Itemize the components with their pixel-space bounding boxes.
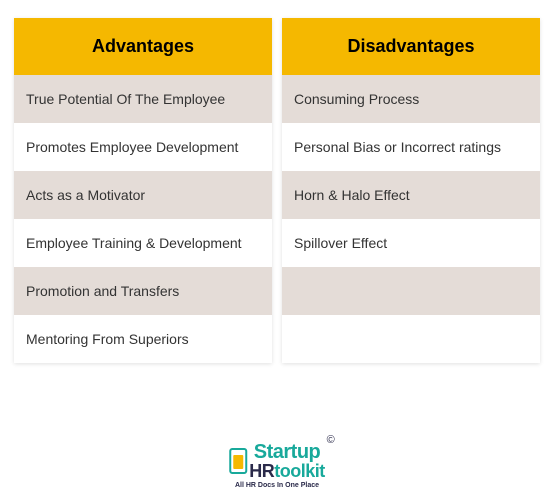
disadvantages-column: Disadvantages Consuming Process Personal…: [282, 18, 540, 363]
advantages-column: Advantages True Potential Of The Employe…: [14, 18, 272, 363]
logo-text-top: Startup: [249, 442, 325, 462]
logo-main: Startup HRtoolkit ©: [229, 442, 325, 480]
logo-text: Startup HRtoolkit: [249, 442, 325, 480]
brand-logo: Startup HRtoolkit © All HR Docs In One P…: [229, 442, 325, 489]
logo-text-bottom: HRtoolkit: [249, 462, 325, 480]
disadvantages-row: Horn & Halo Effect: [282, 171, 540, 219]
disadvantages-row: Spillover Effect: [282, 219, 540, 267]
advantages-row: Mentoring From Superiors: [14, 315, 272, 363]
copyright-symbol: ©: [327, 434, 335, 446]
advantages-row: True Potential Of The Employee: [14, 75, 272, 123]
advantages-row: Acts as a Motivator: [14, 171, 272, 219]
phone-icon: [229, 448, 247, 474]
logo-tagline: All HR Docs In One Place: [229, 482, 325, 489]
disadvantages-row: [282, 315, 540, 363]
advantages-row: Employee Training & Development: [14, 219, 272, 267]
advantages-header: Advantages: [14, 18, 272, 75]
advantages-row: Promotes Employee Development: [14, 123, 272, 171]
disadvantages-row: [282, 267, 540, 315]
advantages-row: Promotion and Transfers: [14, 267, 272, 315]
disadvantages-row: Consuming Process: [282, 75, 540, 123]
disadvantages-row: Personal Bias or Incorrect ratings: [282, 123, 540, 171]
comparison-table: Advantages True Potential Of The Employe…: [14, 18, 540, 363]
phone-icon-screen: [233, 455, 243, 469]
disadvantages-header: Disadvantages: [282, 18, 540, 75]
